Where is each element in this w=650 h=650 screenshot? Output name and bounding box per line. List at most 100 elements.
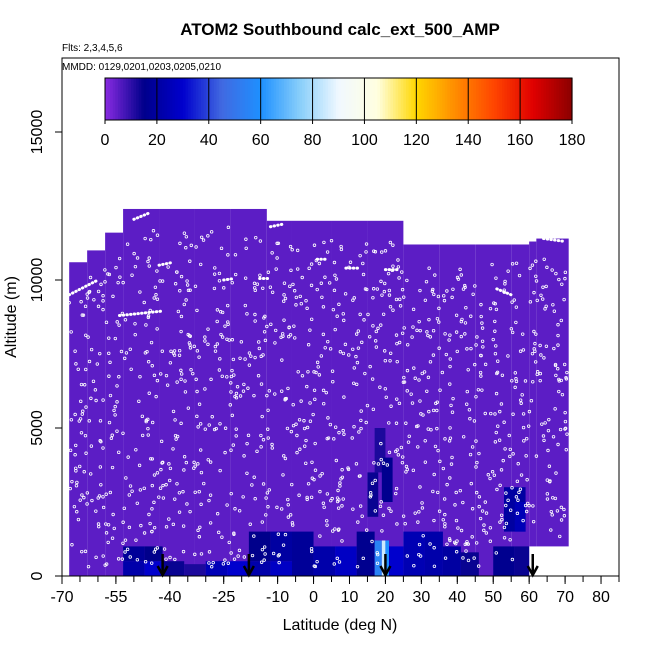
sample-marker	[185, 279, 189, 283]
sample-marker	[531, 504, 535, 508]
sample-marker	[152, 500, 156, 505]
sample-marker	[211, 560, 215, 565]
heatmap-cell-26	[381, 457, 393, 502]
sample-marker	[177, 348, 182, 353]
sample-marker	[417, 552, 421, 557]
x-axis: -70 -55 -40 -25 -10 0 10 20 30 40 50 60 70 80	[50, 576, 620, 606]
sample-marker	[352, 296, 356, 300]
sample-marker	[86, 564, 91, 569]
sample-marker	[351, 507, 355, 511]
heatmap-cell-10	[270, 561, 292, 576]
heatmap-cell-30	[514, 502, 526, 532]
colorbar-segment	[473, 78, 477, 120]
sample-marker	[445, 482, 449, 487]
sample-marker	[140, 414, 145, 419]
sample-marker	[247, 363, 252, 367]
sample-marker	[133, 264, 138, 269]
sample-marker	[362, 318, 366, 322]
colorbar-segment	[468, 78, 472, 120]
sample-marker	[400, 287, 405, 292]
colorbar-segment	[237, 78, 241, 120]
colorbar-segment	[496, 78, 500, 120]
colorbar-segment	[429, 78, 433, 120]
colorbar-segment	[234, 78, 238, 120]
sample-marker	[545, 265, 549, 270]
sample-marker	[431, 353, 436, 357]
sample-marker	[383, 387, 388, 391]
sample-marker	[107, 272, 112, 277]
sample-marker	[192, 344, 196, 349]
sample-marker	[161, 496, 166, 500]
sample-marker	[74, 362, 78, 366]
sample-marker	[231, 443, 236, 447]
sample-marker	[75, 480, 79, 485]
sample-marker	[420, 501, 424, 505]
sample-marker	[400, 331, 405, 335]
sample-marker	[277, 553, 281, 557]
sample-marker	[479, 302, 483, 307]
sample-marker	[556, 442, 560, 447]
sample-marker	[238, 394, 243, 398]
sample-marker	[128, 555, 132, 559]
sample-marker	[556, 333, 560, 338]
sample-marker	[563, 419, 568, 424]
sample-marker	[217, 279, 222, 283]
sample-marker	[120, 557, 125, 561]
sample-marker	[114, 265, 118, 270]
sample-marker	[158, 279, 162, 283]
sample-marker	[155, 269, 159, 273]
colorbar-segment	[533, 78, 537, 120]
sample-marker	[381, 461, 386, 465]
sample-marker	[319, 354, 324, 358]
sample-marker	[526, 501, 530, 506]
sample-marker	[208, 460, 213, 464]
sample-marker	[542, 438, 546, 443]
sample-marker	[401, 514, 406, 518]
sample-marker	[465, 540, 469, 544]
sample-marker	[101, 554, 105, 558]
sample-marker	[235, 385, 240, 389]
sample-marker	[117, 256, 122, 261]
sample-marker	[399, 445, 404, 450]
colorbar-segment	[309, 78, 314, 120]
sample-marker	[311, 412, 315, 417]
sample-marker	[442, 298, 447, 303]
sample-marker	[443, 437, 447, 441]
sample-marker	[447, 439, 452, 443]
sample-marker	[115, 400, 119, 404]
sample-marker	[147, 264, 151, 268]
sample-marker	[444, 352, 449, 357]
sample-marker	[354, 462, 359, 466]
sample-marker	[263, 338, 268, 343]
colorbar-segment	[408, 78, 412, 120]
sample-marker	[405, 389, 409, 393]
sample-marker	[275, 256, 279, 260]
sample-marker	[343, 292, 348, 296]
sample-marker	[495, 487, 499, 492]
sample-marker	[558, 427, 563, 432]
sample-marker	[531, 380, 535, 384]
colorbar-segment	[460, 78, 464, 120]
heatmap-cell-3	[144, 546, 163, 562]
sample-marker	[159, 372, 163, 376]
sample-marker	[341, 351, 346, 356]
sample-marker	[370, 377, 375, 381]
sample-marker	[283, 532, 288, 537]
sample-marker	[493, 440, 498, 444]
sample-marker	[89, 396, 93, 401]
sample-marker	[431, 408, 436, 413]
heatmap-cell-14	[335, 546, 357, 576]
sample-marker	[352, 366, 356, 370]
heatmap-cell-25	[374, 428, 386, 473]
sample-marker	[532, 329, 536, 334]
sample-marker	[466, 368, 470, 372]
sample-marker	[541, 434, 546, 438]
sample-marker	[119, 349, 124, 354]
sample-marker	[252, 286, 257, 290]
colorbar-segment	[120, 78, 124, 120]
sample-marker	[338, 350, 343, 354]
sample-marker	[504, 521, 509, 526]
sample-marker	[99, 483, 103, 487]
sample-marker	[256, 374, 261, 378]
sample-marker	[106, 523, 111, 527]
